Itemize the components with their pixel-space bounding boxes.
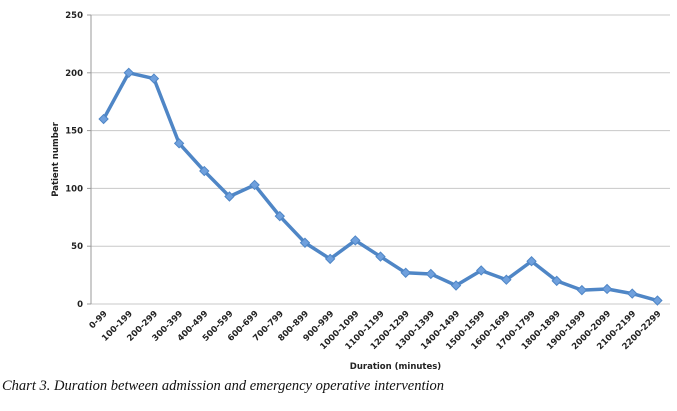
data-point-1300-1399 (425, 268, 437, 280)
data-point-1700-1799 (526, 256, 537, 267)
data-point-2100-2199 (627, 288, 638, 299)
data-point-1100-1199 (375, 251, 386, 262)
y-tick-label: 200 (65, 69, 83, 79)
line-chart: 0 50 100 150 200 250 0-99100-199200-299300-39… (51, 11, 670, 372)
y-tick-label: 50 (71, 242, 83, 252)
data-point-1400-1499 (450, 280, 462, 291)
data-point-1000-1099 (350, 235, 361, 246)
data-point-800-899 (299, 237, 311, 248)
data-point-600-699 (249, 179, 260, 191)
data-point-400-499 (199, 165, 210, 177)
data-point-1200-1299 (400, 267, 411, 278)
y-axis-label: Patient number (51, 121, 61, 196)
x-tick-labels: 0-99100-199200-299300-399400-499500-5996… (88, 309, 664, 352)
data-point-1800-1899 (551, 275, 562, 287)
y-tick-label: 250 (65, 11, 83, 21)
data-point-1500-1599 (475, 265, 487, 276)
data-point-900-999 (324, 253, 336, 265)
data-point-1900-1999 (576, 284, 588, 296)
data-point-100-199 (123, 67, 134, 79)
gridlines (87, 14, 670, 305)
data-point-2000-2099 (601, 283, 613, 295)
data-point-300-399 (173, 138, 185, 149)
y-tick-label: 150 (65, 127, 83, 137)
data-point-0-99 (98, 113, 109, 125)
y-tick-labels: 0 50 100 150 200 250 (65, 11, 83, 310)
figure-caption: Chart 3. Duration between admission and … (2, 378, 445, 394)
data-point-500-599 (224, 191, 235, 202)
series-line-patient-number (102, 71, 658, 303)
data-point-2200-2299 (652, 295, 663, 306)
data-point-700-799 (274, 210, 286, 222)
y-tick-label: 100 (65, 184, 83, 194)
series-markers (98, 67, 663, 306)
x-tick-label: 0-99 (88, 309, 110, 331)
data-point-1600-1699 (501, 274, 512, 285)
data-point-200-299 (148, 73, 160, 84)
y-tick-label: 0 (77, 300, 83, 310)
x-axis-label: Duration (minutes) (350, 362, 442, 372)
